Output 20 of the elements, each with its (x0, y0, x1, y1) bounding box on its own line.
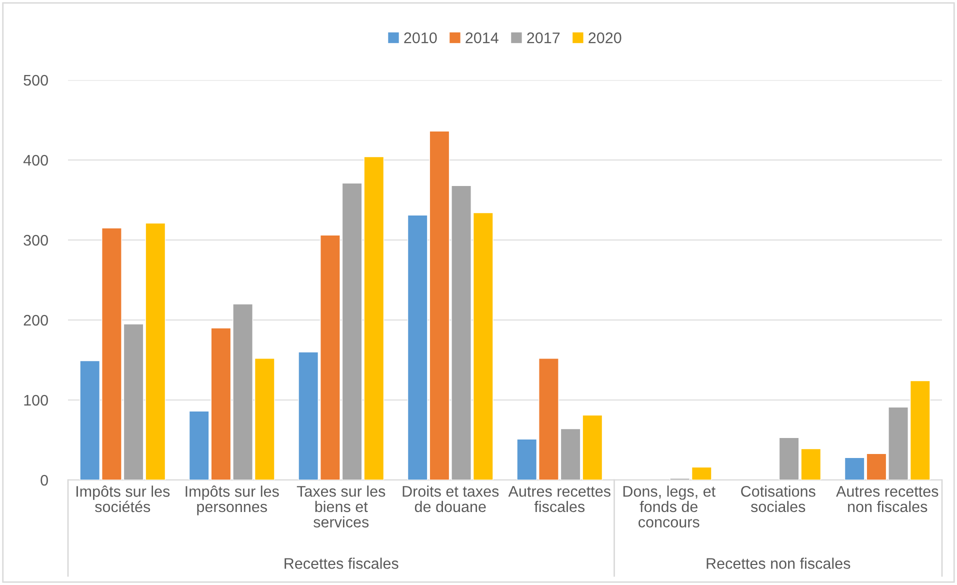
x-tick-label: Autres recettes fiscales (508, 486, 610, 512)
y-tick-label: 200 (24, 314, 48, 326)
x-tick-label: Impôts sur les sociétés (76, 486, 170, 512)
x-tick-label: Impôts sur les personnes (186, 486, 279, 516)
legend-label: 2010 (404, 32, 437, 44)
y-tick-label: 300 (24, 234, 48, 246)
y-tick-label: 0 (40, 474, 48, 486)
y-tick-label: 500 (24, 74, 48, 86)
legend-label: 2020 (588, 32, 622, 44)
legend-label: 2014 (466, 32, 498, 44)
text: Recettes fiscales (284, 558, 398, 569)
y-tick-label: 400 (23, 154, 48, 166)
x-tick-label: Autres recettes non fiscales (836, 486, 938, 512)
x-tick-label: Taxes sur les biens et services (296, 486, 386, 528)
legend-label: 2017 (527, 32, 560, 44)
y-tick-label: 100 (24, 394, 48, 406)
text: Recettes non fiscales (706, 558, 850, 569)
x-tick-label: Dons, legs, et fonds de concours (623, 486, 716, 528)
x-tick-label: Cotisations sociales (741, 486, 816, 512)
x-tick-label: Droits et taxes de douane (402, 486, 499, 512)
